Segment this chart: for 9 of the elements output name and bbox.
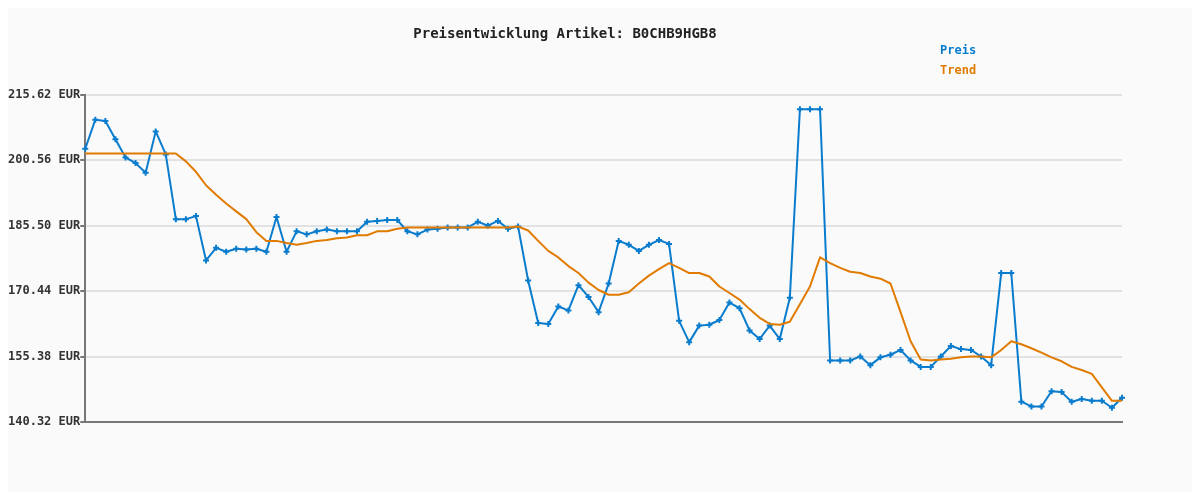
y-tick-label: 200.56 EUR	[8, 152, 82, 167]
text: Trend	[940, 62, 977, 79]
y-tick-label: 170.44 EUR	[8, 283, 82, 298]
y-tick-label: 155.38 EUR	[8, 348, 82, 363]
y-tick-label: 215.62 EUR	[8, 86, 82, 101]
chart-title: Preisentwicklung Artikel: B0CHB9HGB8	[413, 25, 717, 42]
text: Preis	[940, 42, 977, 59]
y-tick-label: 140.32 EUR	[8, 414, 82, 429]
y-tick-label: 185.50 EUR	[8, 217, 82, 232]
